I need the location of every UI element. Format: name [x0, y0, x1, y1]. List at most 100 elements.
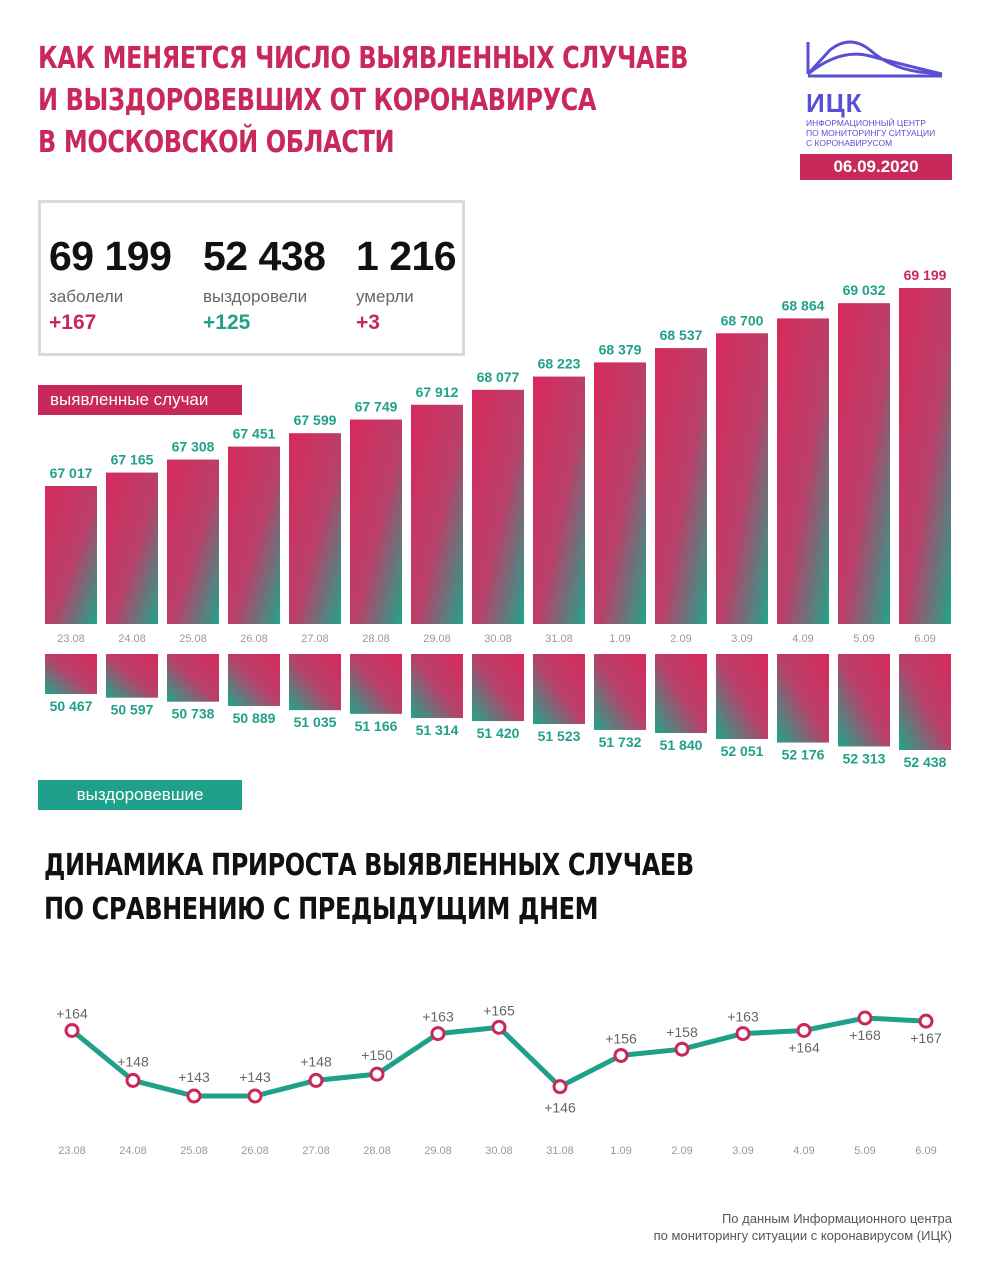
cases-bar-label: 68 379: [599, 341, 642, 357]
x-tick-label: 24.08: [118, 633, 146, 645]
logo: ИЦК ИНФОРМАЦИОННЫЙ ЦЕНТР ПО МОНИТОРИНГУ …: [800, 38, 952, 188]
cases-bar-label: 69 199: [904, 267, 947, 283]
stat-delta: +125: [203, 311, 251, 334]
title-line: В МОСКОВСКОЙ ОБЛАСТИ: [38, 125, 395, 160]
source-note: По данным Информационного центра по мони…: [654, 1210, 952, 1244]
recovered-bar-label: 51 420: [477, 725, 520, 741]
recovered-bar: [167, 654, 219, 702]
growth-point: [857, 1010, 873, 1026]
x-tick-label: 25.08: [179, 633, 207, 645]
logo-mountain-icon: [806, 40, 943, 78]
recovered-bar: [899, 654, 951, 750]
recovered-bar-label: 50 597: [111, 702, 154, 718]
growth-point-label: +148: [117, 1053, 149, 1069]
cases-bar-label: 69 032: [843, 282, 886, 298]
cases-bar-label: 68 537: [660, 327, 703, 343]
growth-point-label: +143: [178, 1069, 210, 1085]
recovered-bar-label: 52 051: [721, 743, 764, 759]
recovered-bar-label: 52 176: [782, 747, 825, 763]
recovered-bar-label: 51 732: [599, 734, 642, 750]
line-x-tick-label: 25.08: [180, 1145, 208, 1157]
growth-point: [369, 1066, 385, 1082]
line-x-tick-label: 31.08: [546, 1145, 574, 1157]
cases-bar: [655, 348, 707, 624]
logo-sub-line: ПО МОНИТОРИНГУ СИТУАЦИИ: [806, 128, 936, 138]
line-x-tick-label: 28.08: [363, 1145, 391, 1157]
line-x-tick-label: 5.09: [854, 1145, 875, 1157]
growth-line-chart: +164 23.08 +148 24.08 +143 25.08 +143 26.08 +148…: [56, 1002, 942, 1157]
growth-point: [64, 1022, 80, 1038]
recovered-bar-label: 51 166: [355, 718, 398, 734]
growth-point: [796, 1022, 812, 1038]
section-title: ДИНАМИКА ПРИРОСТА ВЫЯВЛЕННЫХ СЛУЧАЕВ ПО …: [44, 844, 694, 932]
logo-abbr: ИЦК: [806, 88, 863, 118]
growth-point-label: +150: [361, 1047, 393, 1063]
cases-bar: [350, 419, 402, 624]
line-x-tick-label: 3.09: [732, 1145, 753, 1157]
legend-recovered: выздоровевшие: [38, 780, 242, 810]
growth-point-label: +148: [300, 1053, 332, 1069]
growth-point-label: +168: [849, 1027, 881, 1043]
line-x-tick-label: 26.08: [241, 1145, 269, 1157]
cases-bar: [777, 318, 829, 624]
x-tick-label: 27.08: [301, 633, 329, 645]
cases-bar: [167, 459, 219, 624]
stat-value: 52 438: [203, 233, 326, 279]
growth-point-label: +167: [910, 1030, 942, 1046]
cases-bar-label: 68 077: [477, 369, 520, 385]
line-x-tick-label: 23.08: [58, 1145, 86, 1157]
cases-bar-label: 67 017: [50, 465, 93, 481]
recovered-bar: [838, 654, 890, 747]
cases-bar: [838, 303, 890, 624]
growth-point-label: +163: [422, 1009, 454, 1025]
cases-bar-label: 67 599: [294, 412, 337, 428]
cases-bar: [472, 389, 524, 624]
cases-bar: [106, 472, 158, 624]
stat-label: умерли: [356, 287, 414, 306]
growth-point: [491, 1019, 507, 1035]
cases-bar-label: 67 308: [172, 439, 215, 455]
cases-bar-label: 68 864: [782, 297, 825, 313]
cases-bar-label: 67 165: [111, 452, 154, 468]
recovered-bar: [655, 654, 707, 734]
growth-point: [125, 1072, 141, 1088]
x-tick-label: 1.09: [609, 633, 630, 645]
cases-bar-label: 67 451: [233, 426, 276, 442]
recovered-bar-label: 51 314: [416, 722, 459, 738]
x-tick-label: 5.09: [853, 633, 874, 645]
section-title-line: ПО СРАВНЕНИЮ С ПРЕДЫДУЩИМ ДНЕМ: [44, 892, 599, 927]
line-x-tick-label: 29.08: [424, 1145, 452, 1157]
cases-bar: [899, 288, 951, 624]
line-x-tick-label: 24.08: [119, 1145, 147, 1157]
stat-deaths: 1 216 умерли +3: [356, 233, 457, 335]
growth-point-label: +156: [605, 1030, 637, 1046]
growth-point: [186, 1088, 202, 1104]
x-tick-label: 3.09: [731, 633, 752, 645]
line-x-tick-label: 1.09: [610, 1145, 631, 1157]
growth-point-label: +143: [239, 1069, 271, 1085]
cases-bar: [45, 486, 97, 624]
recovered-bar-label: 50 889: [233, 710, 276, 726]
recovered-bar: [777, 654, 829, 743]
recovered-bar-label: 50 467: [50, 698, 93, 714]
growth-point: [247, 1088, 263, 1104]
growth-point: [552, 1079, 568, 1095]
recovered-bar: [472, 654, 524, 722]
x-tick-label: 23.08: [57, 633, 85, 645]
section-title-line: ДИНАМИКА ПРИРОСТА ВЫЯВЛЕННЫХ СЛУЧАЕВ: [44, 848, 694, 883]
line-x-tick-label: 6.09: [915, 1145, 936, 1157]
stat-label: заболели: [49, 287, 124, 306]
growth-point-label: +164: [788, 1039, 820, 1055]
cases-bar-label: 67 749: [355, 399, 398, 415]
stat-infected: 69 199 заболели +167: [49, 233, 172, 335]
cases-bar-label: 67 912: [416, 384, 459, 400]
recovered-bar: [350, 654, 402, 714]
recovered-bar: [228, 654, 280, 706]
growth-point-label: +164: [56, 1005, 88, 1021]
recovered-bar-label: 52 438: [904, 754, 947, 770]
growth-point: [430, 1026, 446, 1042]
recovered-bar: [411, 654, 463, 719]
page-title: КАК МЕНЯЕТСЯ ЧИСЛО ВЫЯВЛЕННЫХ СЛУЧАЕВ И …: [38, 38, 688, 164]
cases-bar: [289, 433, 341, 624]
